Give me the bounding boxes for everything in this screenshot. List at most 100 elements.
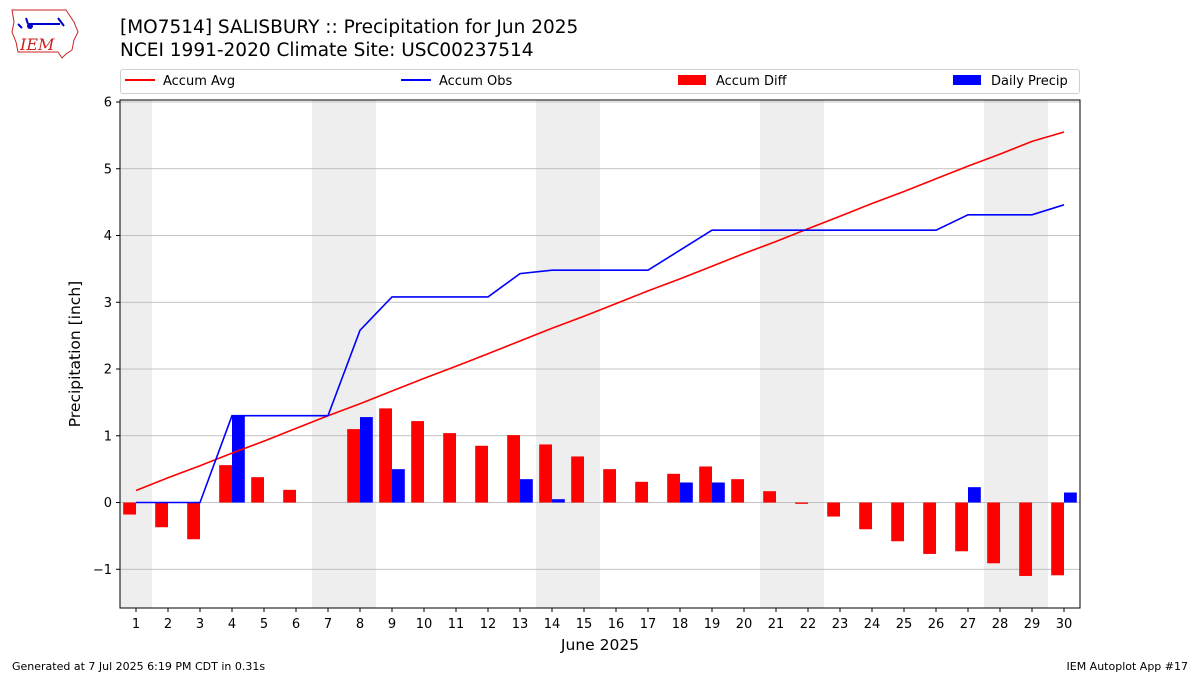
accum-diff-bar: [251, 477, 264, 503]
x-tick-label: 15: [576, 617, 593, 632]
x-tick-label: 7: [324, 617, 332, 632]
plot-frame: [119, 99, 1081, 609]
accum-diff-bar: [475, 445, 488, 503]
weekend-shade: [760, 100, 792, 608]
legend-label: Accum Diff: [716, 74, 787, 89]
legend-label: Accum Avg: [163, 74, 236, 89]
x-tick-label: 22: [800, 617, 817, 632]
x-tick-label: 27: [960, 617, 977, 632]
daily-precip-bar: [680, 482, 693, 503]
x-tick-label: 6: [292, 617, 300, 632]
accum-diff-bar: [635, 481, 648, 503]
weekend-shade: [312, 100, 344, 608]
accum-diff-bar: [187, 502, 200, 540]
accum-diff-bar: [155, 502, 168, 528]
accum-diff-bar: [379, 408, 392, 503]
legend-swatch-diff: [678, 74, 706, 85]
x-tick-label: 14: [544, 617, 561, 632]
accum-diff-bar: [731, 479, 744, 503]
accum-diff-bar: [507, 435, 520, 503]
x-tick-label: 21: [768, 617, 785, 632]
accum-diff-bar: [699, 466, 712, 503]
y-tick-label: 1: [104, 429, 112, 444]
daily-precip-bar: [360, 417, 373, 503]
accum-diff-bar: [571, 456, 584, 503]
x-tick-label: 24: [864, 617, 881, 632]
y-tick-label: 3: [104, 296, 112, 311]
x-tick-label: 3: [196, 617, 204, 632]
accum-diff-bar: [123, 502, 136, 515]
x-tick-label: 29: [1024, 617, 1041, 632]
legend-item-accum-obs: Accum Obs: [401, 74, 512, 89]
legend-item-accum-diff: Accum Diff: [678, 74, 787, 89]
daily-precip-bar: [520, 479, 533, 503]
legend-swatch-precip: [953, 74, 981, 85]
x-axis-label: June 2025: [560, 636, 639, 654]
weekend-shade: [568, 100, 600, 608]
accum-diff-bar: [859, 502, 872, 530]
y-tick-label: 2: [104, 363, 112, 378]
accum-diff-bar: [1019, 502, 1032, 576]
accum-diff-bar: [763, 491, 776, 503]
accum-diff-bar: [667, 473, 680, 503]
weekend-shade: [792, 100, 824, 608]
accum-diff-bar: [795, 502, 808, 504]
accum-diff-bar: [923, 502, 936, 554]
accum-diff-bar: [603, 469, 616, 503]
daily-precip-bar: [232, 415, 245, 503]
accum-diff-bar: [539, 444, 552, 503]
x-tick-label: 12: [480, 617, 497, 632]
daily-precip-bar: [968, 487, 981, 503]
x-tick-label: 16: [608, 617, 625, 632]
legend-swatch-avg: [125, 78, 155, 81]
x-tick-label: 30: [1056, 617, 1073, 632]
x-tick-label: 10: [416, 617, 433, 632]
weekend-shade: [344, 100, 376, 608]
logo-text: IEM: [19, 35, 55, 54]
weekend-shade: [536, 100, 568, 608]
accum-diff-bar: [955, 502, 968, 552]
y-axis-label: Precipitation [inch]: [66, 281, 84, 427]
legend: Accum Avg Accum Obs Accum Diff Daily Pre…: [120, 69, 1080, 94]
x-tick-label: 17: [640, 617, 657, 632]
accum-diff-bar: [987, 502, 1000, 564]
x-tick-label: 8: [356, 617, 364, 632]
accum-diff-bar: [283, 489, 296, 503]
accum-avg-line: [135, 131, 1065, 492]
y-tick-label: 4: [104, 229, 112, 244]
legend-label: Accum Obs: [439, 74, 513, 89]
app-id-label: IEM Autoplot App #17: [1066, 660, 1189, 673]
accum-diff-bar: [891, 502, 904, 542]
x-tick-label: 23: [832, 617, 849, 632]
accum-diff-bar: [443, 433, 456, 503]
y-tick-label: 0: [104, 496, 112, 511]
x-tick-label: 26: [928, 617, 945, 632]
chart-title: [MO7514] SALISBURY :: Precipitation for …: [120, 17, 579, 38]
x-tick-label: 1: [132, 617, 140, 632]
x-tick-label: 19: [704, 617, 721, 632]
x-tick-label: 9: [388, 617, 396, 632]
legend-swatch-obs: [401, 78, 431, 81]
accum-diff-bar: [411, 421, 424, 503]
daily-precip-bar: [392, 469, 405, 503]
legend-label: Daily Precip: [991, 74, 1068, 89]
x-tick-label: 2: [164, 617, 172, 632]
y-tick-label: −1: [93, 563, 112, 578]
iem-logo: IEM: [11, 9, 79, 59]
weekend-shade: [120, 100, 152, 608]
x-tick-label: 5: [260, 617, 268, 632]
accum-diff-bar: [219, 465, 232, 503]
accum-obs-line: [136, 204, 1065, 504]
x-tick-label: 18: [672, 617, 689, 632]
accum-diff-bar: [1051, 502, 1064, 576]
legend-item-accum-avg: Accum Avg: [125, 74, 235, 89]
accum-diff-bar: [347, 429, 360, 503]
accum-diff-bar: [827, 502, 840, 517]
x-tick-label: 13: [512, 617, 529, 632]
x-tick-label: 25: [896, 617, 913, 632]
daily-precip-bar: [712, 482, 725, 503]
x-tick-label: 28: [992, 617, 1009, 632]
y-tick-label: 6: [104, 96, 112, 111]
legend-item-daily-precip: Daily Precip: [953, 74, 1068, 89]
